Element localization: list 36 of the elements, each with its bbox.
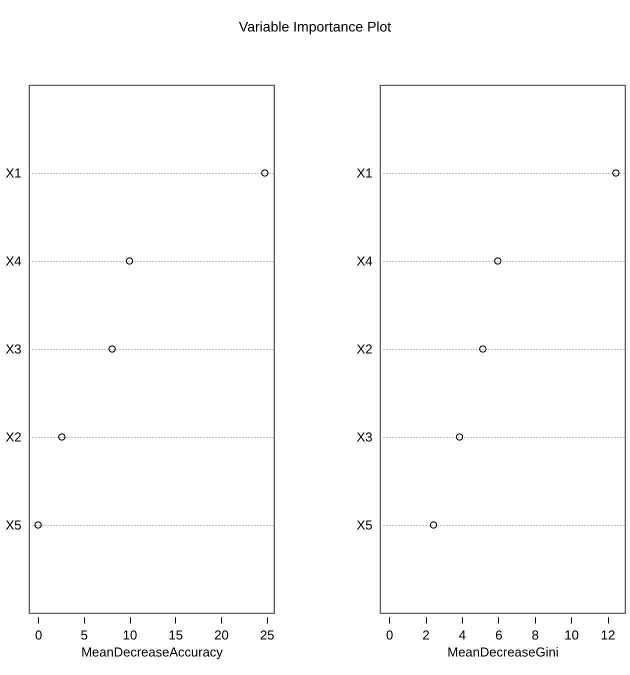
x-tick-label: 0	[386, 628, 394, 642]
x-tick-label: 10	[564, 628, 579, 642]
point	[430, 521, 438, 529]
x-tick-label: 25	[260, 628, 274, 642]
y-tick-label: X5	[356, 518, 372, 532]
point	[261, 169, 269, 177]
point	[479, 345, 487, 353]
y-tick-label: X5	[6, 518, 22, 532]
point	[494, 257, 502, 265]
point	[126, 257, 134, 265]
x-axis-title: MeanDecreaseGini	[447, 644, 559, 660]
y-tick-label: X2	[6, 430, 22, 444]
point	[108, 345, 116, 353]
x-tick-label: 5	[80, 628, 88, 642]
text: Variable Importance Plot	[238, 18, 392, 34]
point	[612, 169, 620, 177]
y-tick-label: X3	[356, 430, 372, 444]
x-axis-title: MeanDecreaseAccuracy	[81, 644, 224, 660]
x-tick-label: 10	[122, 628, 138, 642]
x-tick-label: 15	[168, 628, 183, 642]
point	[34, 521, 42, 529]
x-tick-label: 20	[214, 628, 229, 642]
x-tick-label: 4	[458, 628, 466, 642]
x-tick-label: 12	[600, 628, 616, 642]
y-tick-label: X4	[6, 254, 22, 268]
y-tick-label: X4	[356, 254, 372, 268]
point	[58, 433, 66, 441]
y-tick-label: X1	[356, 166, 372, 180]
x-tick-label: 0	[34, 628, 42, 642]
point	[456, 433, 464, 441]
y-tick-label: X2	[356, 342, 372, 356]
y-tick-label: X1	[6, 166, 22, 180]
x-tick-label: 6	[495, 628, 502, 642]
y-tick-label: X3	[6, 342, 22, 356]
x-tick-label: 8	[532, 628, 539, 642]
x-tick-label: 2	[422, 628, 430, 642]
